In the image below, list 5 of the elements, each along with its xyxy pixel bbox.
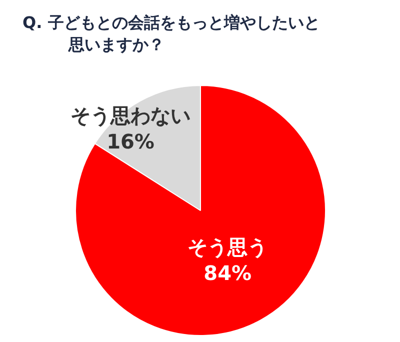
chart-title: Q. 子どもとの会話をもっと増やしたいと思いますか？	[22, 13, 320, 54]
data-label: 16%	[106, 129, 154, 154]
slice-label: そう思わない	[70, 103, 190, 128]
data-label: 84%	[204, 260, 252, 285]
slice-label: そう思う	[188, 234, 268, 259]
